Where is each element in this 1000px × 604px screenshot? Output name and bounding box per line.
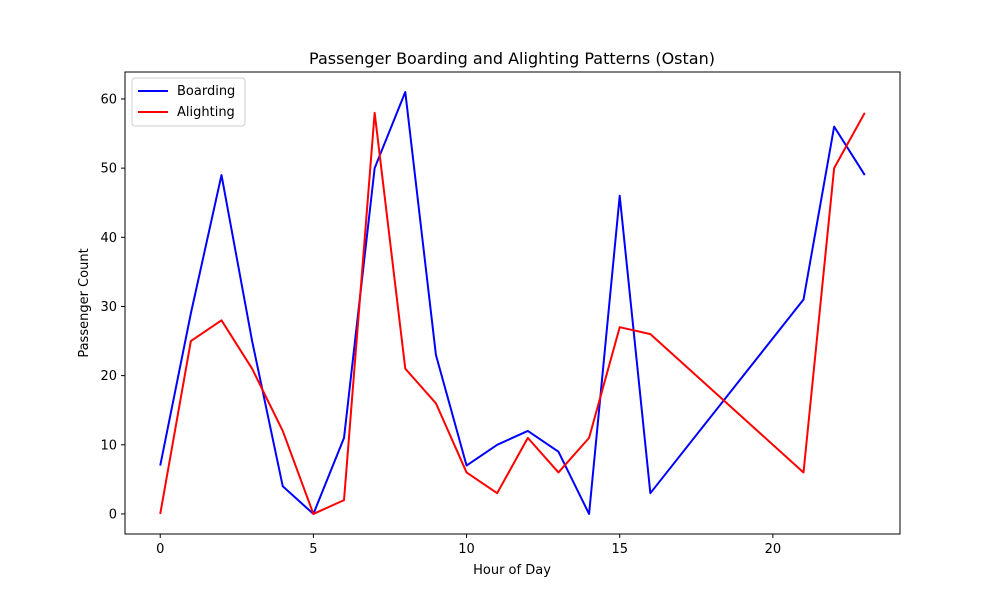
y-tick-label: 20 (100, 369, 117, 384)
y-tick-label: 10 (100, 438, 117, 453)
x-tick-label: 20 (765, 542, 782, 557)
series-lines (159, 91, 866, 515)
y-tick-label: 30 (100, 300, 117, 315)
legend: Boarding Alighting (131, 77, 246, 127)
series-line-boarding (159, 91, 866, 515)
series-line-alighting (159, 111, 866, 515)
x-tick-label: 5 (309, 542, 317, 557)
y-axis-ticks: 0 10 20 30 40 50 60 (100, 92, 125, 522)
y-tick-label: 0 (109, 507, 117, 522)
legend-alighting-label: Alighting (177, 105, 235, 120)
y-tick-label: 60 (100, 92, 117, 107)
x-tick-label: 15 (611, 542, 628, 557)
y-tick-label: 50 (100, 162, 117, 177)
y-tick-label: 40 (100, 231, 117, 246)
chart-title: Passenger Boarding and Alighting Pattern… (309, 49, 715, 68)
legend-boarding-label: Boarding (177, 84, 235, 99)
y-axis-label: Passenger Count (77, 248, 92, 357)
plot-area (124, 71, 901, 535)
x-tick-label: 0 (156, 542, 164, 557)
x-axis-ticks: 0 5 10 15 20 (156, 534, 781, 557)
x-axis-label: Hour of Day (473, 563, 551, 578)
x-tick-label: 10 (458, 542, 475, 557)
